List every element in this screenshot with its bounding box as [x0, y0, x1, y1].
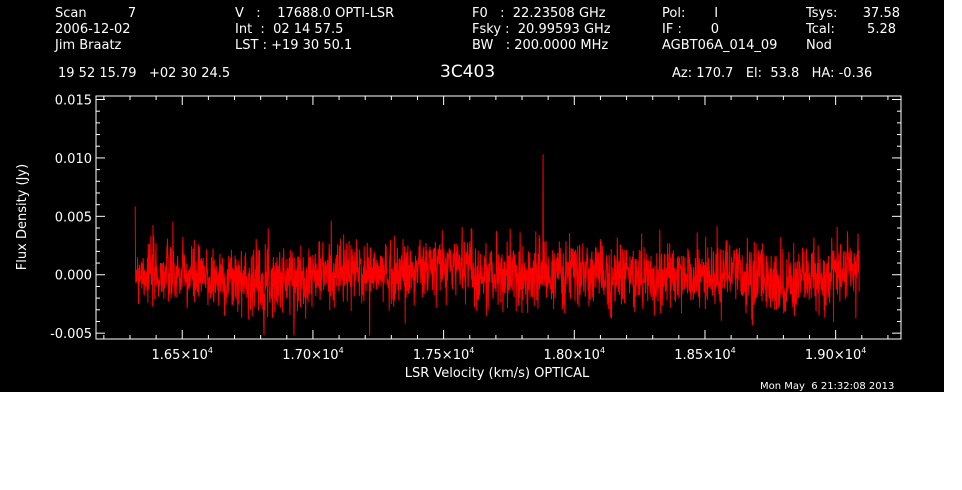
bandwidth: BW : 200.0000 MHz: [472, 38, 609, 53]
x-tick-label: 1.65×104: [152, 346, 213, 363]
spectrum-trace: [134, 154, 860, 336]
rest-frequency: F0 : 22.23508 GHz: [472, 6, 606, 21]
x-tick-label: 1.90×104: [805, 346, 866, 363]
scan-number: Scan 7: [55, 6, 137, 21]
tsys-value: 37.58: [862, 6, 900, 21]
observation-date: 2006-12-02: [55, 22, 131, 37]
switching-mode: Nod: [806, 38, 832, 53]
x-tick-label: 1.80×104: [544, 346, 605, 363]
y-axis-label: Flux Density (Jy): [15, 164, 30, 270]
x-tick-label: 1.70×104: [282, 346, 343, 363]
plot-timestamp: Mon May 6 21:32:08 2013: [760, 381, 895, 392]
project-id: AGBT06A_014_09: [662, 38, 778, 53]
y-tick-label: 0.000: [55, 269, 92, 284]
if-number: IF : 0: [662, 22, 720, 37]
pointing-info: Az: 170.7 El: 53.8 HA: -0.36: [672, 66, 873, 81]
y-tick-label: 0.015: [55, 94, 92, 109]
velocity-label: V : 17688.0 OPTI-LSR: [235, 6, 395, 21]
observer-name: Jim Braatz: [55, 38, 122, 53]
y-tick-label: 0.005: [55, 210, 92, 225]
source-coordinates: 19 52 15.79 +02 30 24.5: [58, 66, 231, 81]
lst-value: LST : +19 30 50.1: [235, 38, 353, 53]
tcal-value: 5.28: [867, 22, 896, 37]
x-tick-label: 1.75×104: [413, 346, 474, 363]
tcal-label: Tcal:: [806, 22, 835, 37]
source-name: 3C403: [440, 62, 496, 82]
sky-frequency: Fsky : 20.99593 GHz: [472, 22, 611, 37]
plot-frame: [95, 95, 902, 340]
spectrum-chart: 1.65×104 1.70×104 1.75×104 1.80×104 1.85×104…: [15, 94, 902, 381]
polarization: Pol: I: [662, 6, 719, 21]
x-axis-label: LSR Velocity (km/s) OPTICAL: [405, 366, 590, 381]
x-tick-label: 1.85×104: [674, 346, 735, 363]
plot-panel: Scan 7 2006-12-02 Jim Braatz V : 17688.0…: [0, 0, 944, 392]
integration-time: Int : 02 14 57.5: [235, 22, 344, 37]
y-tick-label: -0.005: [50, 327, 92, 342]
tsys-label: Tsys:: [806, 6, 838, 21]
y-tick-label: 0.010: [55, 152, 92, 167]
